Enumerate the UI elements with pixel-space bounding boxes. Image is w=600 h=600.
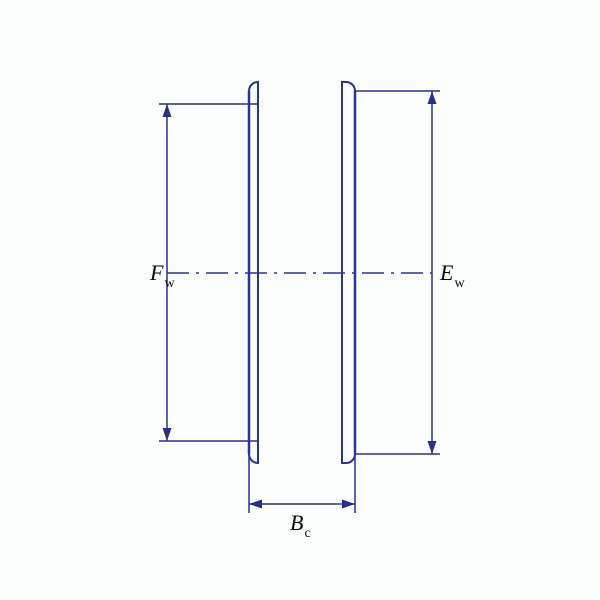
label-bc: Bc bbox=[290, 510, 311, 541]
label-fw: Fw bbox=[149, 260, 175, 291]
bearing-diagram: Fw Ew Bc bbox=[0, 0, 600, 600]
dimension-labels: Fw Ew Bc bbox=[149, 260, 465, 541]
label-ew: Ew bbox=[439, 260, 465, 291]
dimension-lines bbox=[159, 91, 440, 513]
